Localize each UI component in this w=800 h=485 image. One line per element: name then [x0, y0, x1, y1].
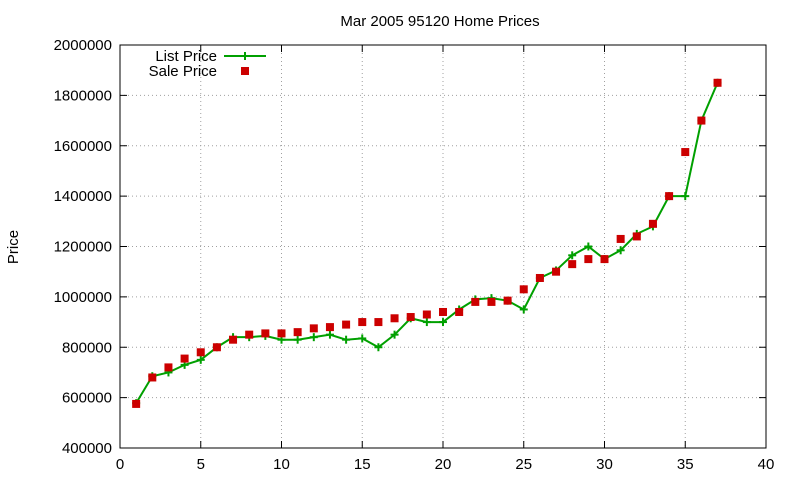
sale-price-point	[713, 78, 722, 87]
sale-price-point	[212, 343, 221, 352]
sale-price-point	[277, 329, 286, 338]
sale-price-point	[600, 255, 609, 264]
y-tick-label: 800000	[62, 339, 112, 356]
x-tick-label: 15	[354, 456, 371, 473]
sale-price-point	[552, 267, 561, 276]
sale-price-point	[293, 328, 302, 337]
sale-price-point	[648, 219, 657, 228]
list-price-point	[358, 334, 367, 343]
y-tick-label: 400000	[62, 440, 112, 457]
x-tick-label: 5	[197, 456, 205, 473]
sale-price-point	[148, 373, 157, 382]
sale-price-point	[584, 255, 593, 264]
list-price-point	[342, 335, 351, 344]
sale-price-point	[568, 260, 577, 269]
chart-title: Mar 2005 95120 Home Prices	[340, 13, 539, 30]
sale-price-point	[261, 329, 270, 338]
x-tick-label: 40	[758, 456, 775, 473]
sale-price-point	[665, 192, 674, 201]
sale-price-point	[632, 232, 641, 241]
y-axis-label: Price	[5, 230, 22, 264]
axis-ticks: 0 5 10 15 20 25 30 35 40 400000 600000 800000 100000…	[54, 37, 775, 473]
plot-frame	[119, 44, 767, 449]
y-tick-label: 1400000	[54, 188, 112, 205]
sale-price-point	[535, 273, 544, 282]
sale-price-point	[487, 297, 496, 306]
series-layer	[132, 78, 722, 408]
legend-label-list-price: List Price	[155, 48, 217, 65]
x-tick-label: 10	[273, 456, 290, 473]
list-price-line	[135, 82, 719, 404]
sale-price-point	[325, 323, 334, 332]
list-price-point	[584, 242, 593, 251]
sale-price-point	[422, 310, 431, 319]
sale-price-point	[374, 318, 383, 327]
list-price-point	[196, 355, 205, 364]
x-tick-label: 30	[596, 456, 613, 473]
y-tick-label: 600000	[62, 390, 112, 407]
sale-price-point	[519, 285, 528, 294]
list-price-point	[519, 305, 528, 314]
sale-price-point	[439, 307, 447, 316]
sale-price-point	[196, 348, 205, 357]
list-price-point	[309, 333, 318, 342]
sale-price-point	[245, 330, 254, 339]
sale-price-point	[406, 313, 415, 322]
y-tick-label: 1600000	[54, 138, 112, 155]
sale-price-point	[697, 116, 706, 125]
x-tick-label: 20	[435, 456, 452, 473]
y-tick-label: 2000000	[54, 37, 112, 54]
x-tick-label: 35	[677, 456, 694, 473]
list-price-point	[439, 318, 447, 327]
list-price-point	[325, 330, 334, 339]
sale-price-point	[616, 234, 625, 243]
list-price-point	[390, 330, 399, 339]
sale-price-point	[180, 354, 189, 363]
sale-price-point	[164, 363, 173, 372]
y-tick-label: 1000000	[54, 289, 112, 306]
sale-price-point	[455, 307, 464, 316]
x-tick-label: 0	[116, 456, 124, 473]
list-price-point	[374, 343, 383, 352]
sale-price-point	[503, 296, 512, 305]
y-tick-label: 1200000	[54, 239, 112, 256]
legend-marker-sale-price	[241, 67, 249, 75]
list-price-point	[681, 192, 690, 201]
grid-lines	[120, 45, 766, 448]
sale-price-point	[681, 148, 690, 157]
list-price-point	[422, 318, 431, 327]
list-price-point	[293, 335, 302, 344]
sale-price-point	[358, 318, 367, 327]
sale-price-point	[229, 335, 238, 344]
legend-label-sale-price: Sale Price	[149, 63, 217, 80]
sale-price-point	[390, 314, 399, 323]
sale-price-point	[471, 297, 480, 306]
sale-price-point	[309, 324, 318, 333]
y-tick-label: 1800000	[54, 87, 112, 104]
list-price-point	[616, 246, 625, 255]
x-tick-label: 25	[515, 456, 532, 473]
list-price-point	[568, 251, 577, 260]
sale-price-point	[342, 320, 351, 329]
sale-price-point	[132, 399, 141, 408]
